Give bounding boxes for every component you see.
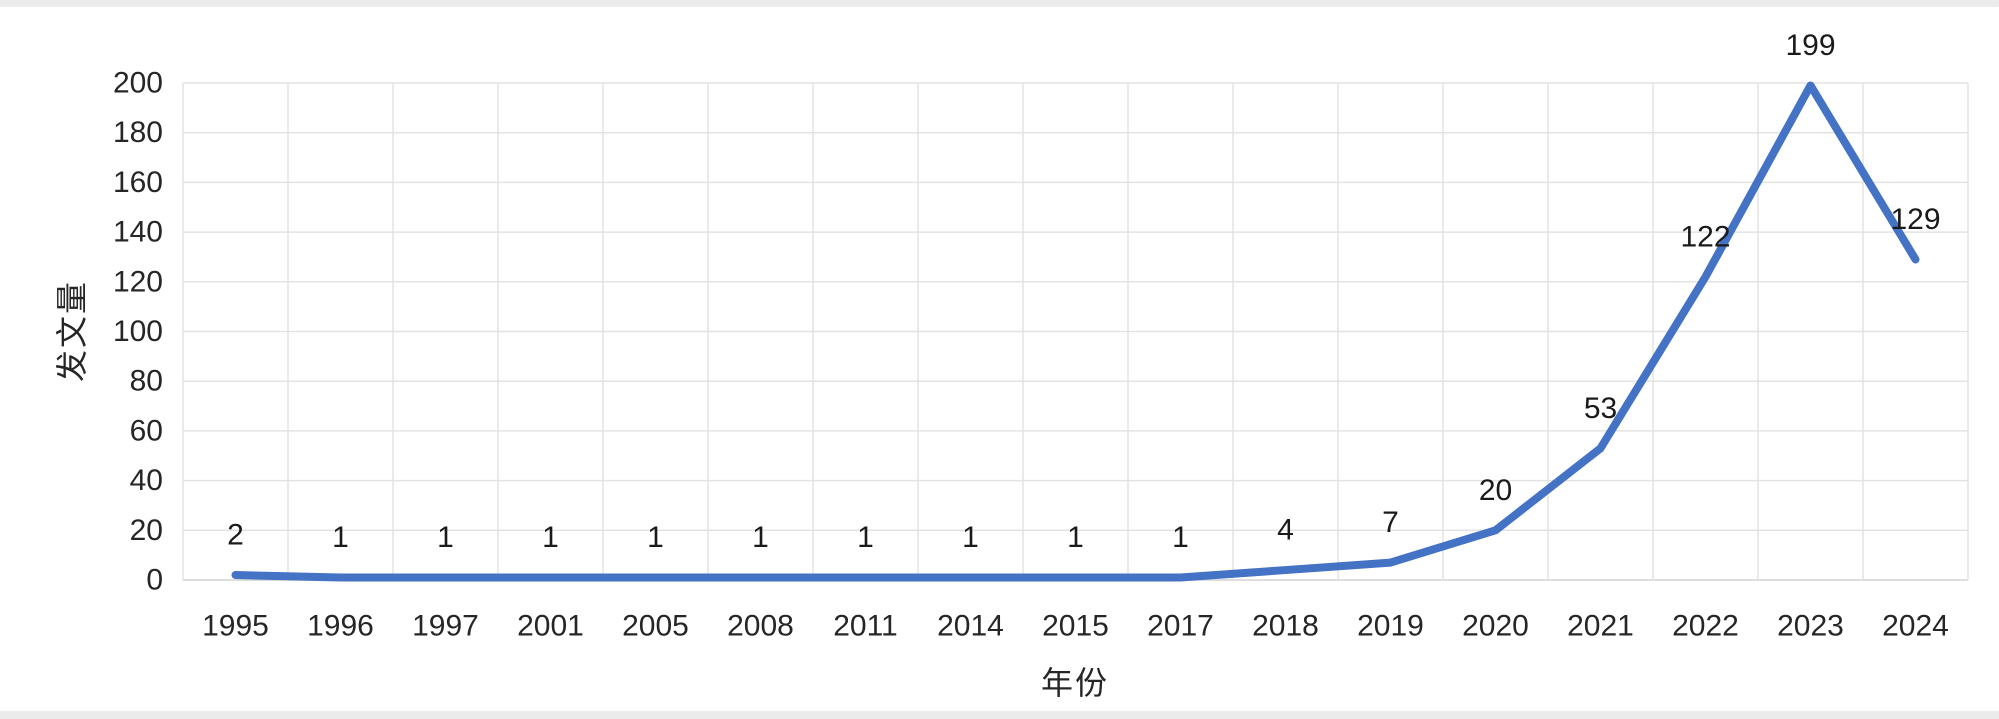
data-point-label: 1: [962, 521, 979, 554]
y-tick-label: 200: [113, 67, 163, 100]
data-series-line[interactable]: [231, 81, 1920, 582]
data-point-label: 1: [542, 521, 559, 554]
x-tick-label: 2022: [1672, 610, 1739, 643]
data-point-label: 53: [1584, 392, 1617, 425]
page-top-border: [0, 0, 1999, 7]
x-tick-label: 2011: [833, 610, 898, 643]
x-axis-title: 年份: [1040, 665, 1110, 701]
data-point-label: 1: [752, 521, 769, 554]
y-tick-label: 140: [113, 216, 163, 249]
data-point-label: 199: [1785, 29, 1835, 62]
page-bottom-border: [0, 711, 1999, 719]
data-point-label: 1: [332, 521, 349, 554]
data-point-label: 1: [437, 521, 454, 554]
x-tick-label: 2008: [727, 610, 794, 643]
data-point-label: 1: [1067, 521, 1084, 554]
x-tick-label: 2014: [937, 610, 1004, 643]
x-tick-label: 2018: [1252, 610, 1319, 643]
data-point-label: 7: [1382, 506, 1399, 539]
x-tick-label: 2019: [1357, 610, 1424, 643]
data-point-label: 129: [1890, 203, 1940, 236]
y-tick-label: 40: [130, 464, 163, 497]
x-tick-label: 2017: [1147, 610, 1214, 643]
x-tick-label: 1995: [202, 610, 269, 643]
x-tick-label: 2020: [1462, 610, 1529, 643]
x-tick-label: 1997: [412, 610, 479, 643]
data-point-label: 4: [1277, 514, 1294, 547]
y-tick-label: 80: [130, 365, 163, 398]
y-tick-label: 160: [113, 166, 163, 199]
y-tick-label: 120: [113, 265, 163, 298]
data-point-label: 1: [857, 521, 874, 554]
x-tick-label: 1996: [307, 610, 374, 643]
x-tick-label: 2024: [1882, 610, 1949, 643]
data-point-label: 122: [1680, 220, 1730, 253]
data-point-label: 1: [1172, 521, 1189, 554]
x-tick-label: 2015: [1042, 610, 1109, 643]
x-tick-label: 2005: [622, 610, 689, 643]
x-tick-label: 2001: [517, 610, 584, 643]
y-tick-label: 20: [130, 514, 163, 547]
y-tick-label: 60: [130, 414, 163, 447]
y-axis-title: 发文量: [54, 279, 90, 383]
x-tick-label: 2021: [1567, 610, 1634, 643]
x-tick-label: 2023: [1777, 610, 1844, 643]
y-tick-label: 180: [113, 116, 163, 149]
data-point-label: 1: [647, 521, 664, 554]
y-tick-label: 100: [113, 315, 163, 348]
y-tick-label: 0: [146, 564, 163, 597]
data-point-label: 20: [1479, 474, 1512, 507]
data-point-label: 2: [227, 519, 244, 552]
